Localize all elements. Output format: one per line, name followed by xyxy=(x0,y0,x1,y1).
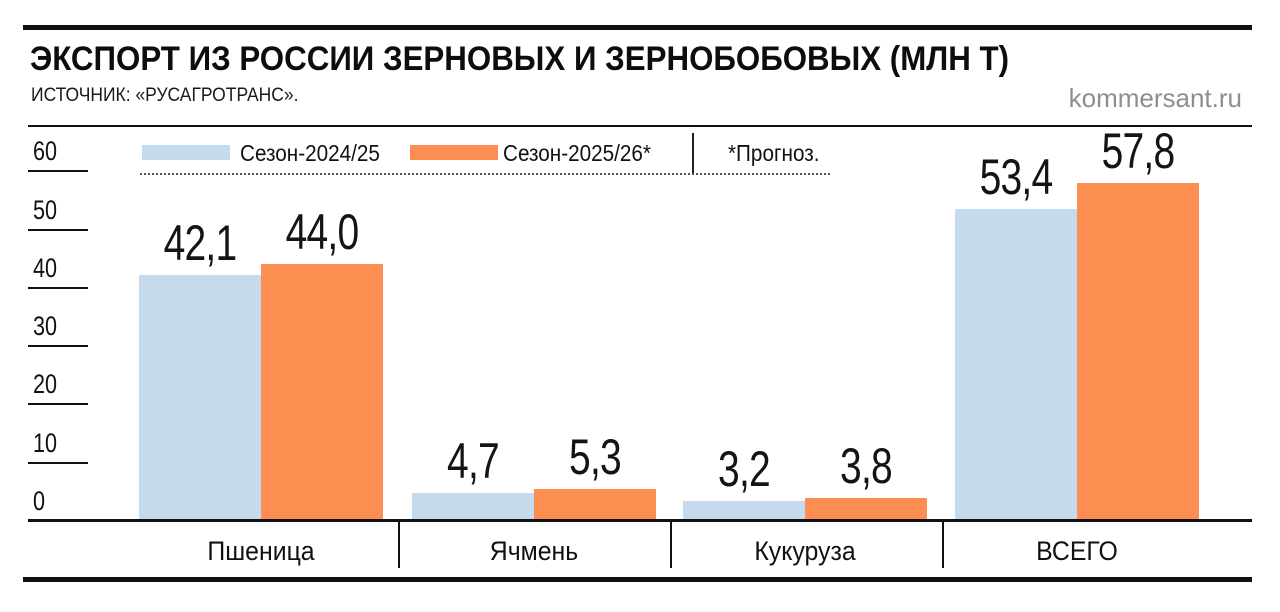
category-separator-1 xyxy=(398,522,400,568)
value-label-series1-cat4: 53,4 xyxy=(979,149,1054,205)
bar-series2-cat3 xyxy=(805,498,927,520)
y-tick-label-10: 10 xyxy=(33,428,58,458)
y-tick-line-60 xyxy=(28,170,88,172)
bar-series1-cat3 xyxy=(683,501,805,520)
category-label-1: Пшеница xyxy=(207,536,315,566)
category-label-2: Ячмень xyxy=(489,536,579,566)
y-tick-line-10 xyxy=(28,462,88,464)
top-rule xyxy=(23,25,1252,30)
value-label-series2-cat3: 3,8 xyxy=(840,438,893,494)
bar-series1-cat1 xyxy=(139,275,261,520)
watermark-kommersant: kommersant.ru xyxy=(1068,83,1242,113)
legend-forecast-note: *Прогноз. xyxy=(728,140,820,166)
chart-top-border xyxy=(28,125,1252,127)
legend-swatch-season-2024-25 xyxy=(142,145,230,160)
category-separator-2 xyxy=(670,522,672,568)
y-tick-line-30 xyxy=(28,345,88,347)
source-label: ИСТОЧНИК: «РУСАГРОТРАНС». xyxy=(31,85,299,106)
bar-series2-cat2 xyxy=(534,489,656,520)
category-label-3: Кукуруза xyxy=(754,536,856,566)
value-label-series2-cat4: 57,8 xyxy=(1101,123,1176,179)
bottom-rule xyxy=(23,577,1252,582)
y-tick-label-0: 0 xyxy=(33,486,46,516)
page-title: ЭКСПОРТ ИЗ РОССИИ ЗЕРНОВЫХ И ЗЕРНОБОБОВЫ… xyxy=(30,40,1010,78)
y-tick-line-20 xyxy=(28,403,88,405)
y-tick-label-40: 40 xyxy=(33,253,58,283)
category-label-4: ВСЕГО xyxy=(1036,536,1118,566)
legend-label-season-2024-25: Сезон-2024/25 xyxy=(240,140,380,166)
y-tick-label-30: 30 xyxy=(33,311,58,341)
y-tick-label-50: 50 xyxy=(33,195,58,225)
bar-series2-cat4 xyxy=(1077,183,1199,520)
value-label-series2-cat2: 5,3 xyxy=(569,429,622,485)
x-axis-baseline xyxy=(28,519,1252,522)
value-label-series2-cat1: 44,0 xyxy=(285,204,360,260)
y-tick-line-50 xyxy=(28,229,88,231)
y-tick-label-20: 20 xyxy=(33,369,58,399)
bar-series1-cat2 xyxy=(412,493,534,520)
value-label-series1-cat1: 42,1 xyxy=(163,215,238,271)
legend-swatch-season-2025-26 xyxy=(410,145,498,160)
category-separator-3 xyxy=(942,522,944,568)
value-label-series1-cat2: 4,7 xyxy=(447,433,500,489)
y-tick-label-60: 60 xyxy=(33,136,58,166)
bar-series2-cat1 xyxy=(261,264,383,520)
legend-label-season-2025-26: Сезон-2025/26* xyxy=(503,140,651,166)
y-tick-line-40 xyxy=(28,287,88,289)
legend-dotted-line xyxy=(140,173,830,175)
bar-series1-cat4 xyxy=(955,209,1077,520)
legend-divider xyxy=(692,133,694,173)
value-label-series1-cat3: 3,2 xyxy=(718,441,771,497)
